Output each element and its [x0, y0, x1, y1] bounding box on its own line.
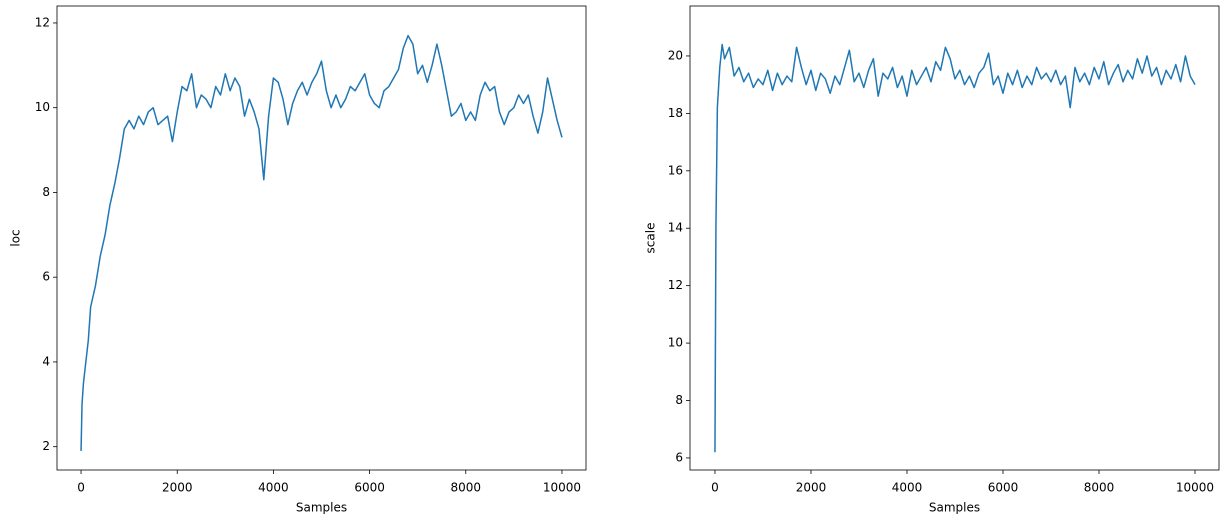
x-tick-label: 10000: [543, 481, 581, 495]
y-tick-label: 12: [668, 278, 683, 292]
x-tick-label: 4000: [892, 481, 923, 495]
y-tick-label: 6: [675, 450, 683, 464]
x-tick-label: 6000: [988, 481, 1019, 495]
y-axis-label: scale: [644, 223, 658, 254]
x-tick-label: 10000: [1176, 481, 1214, 495]
x-tick-label: 0: [711, 481, 719, 495]
x-tick-label: 6000: [354, 481, 385, 495]
y-tick-label: 4: [42, 354, 50, 368]
y-axis-label: loc: [9, 229, 23, 246]
x-tick-label: 0: [77, 481, 85, 495]
x-axis-label: Samples: [929, 501, 980, 515]
x-tick-label: 8000: [1084, 481, 1115, 495]
y-tick-label: 18: [668, 106, 683, 120]
x-tick-label: 2000: [162, 481, 193, 495]
trace-line: [714, 43, 1196, 453]
y-tick-label: 2: [42, 439, 50, 453]
x-tick-label: 8000: [450, 481, 481, 495]
y-tick-label: 16: [668, 163, 683, 177]
x-tick-label: 4000: [258, 481, 289, 495]
axes-frame: [56, 5, 587, 471]
y-tick-label: 6: [42, 270, 50, 284]
y-tick-label: 10: [668, 336, 683, 350]
y-tick-label: 8: [42, 185, 50, 199]
trace-line: [80, 34, 563, 451]
y-tick-label: 20: [668, 48, 683, 62]
y-tick-label: 10: [35, 100, 50, 114]
y-tick-label: 14: [668, 221, 683, 235]
axes-frame: [689, 5, 1220, 471]
y-tick-label: 8: [675, 393, 683, 407]
x-axis-label: Samples: [296, 501, 347, 515]
x-tick-label: 2000: [796, 481, 827, 495]
y-tick-label: 12: [35, 15, 50, 29]
